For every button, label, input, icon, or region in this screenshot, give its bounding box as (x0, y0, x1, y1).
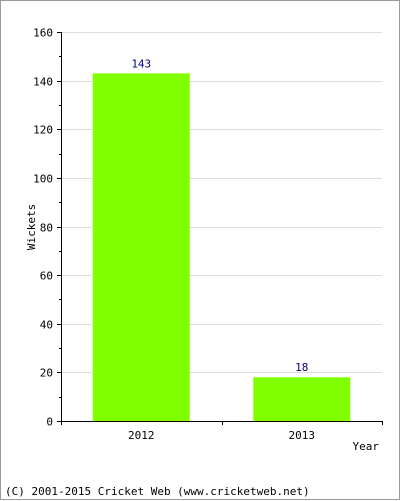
data-label-2012: 143 (131, 57, 151, 70)
x-tick-label-2013: 2013 (289, 429, 316, 442)
x-tick-label-2012: 2012 (128, 429, 155, 442)
y-tick-label: 120 (33, 124, 53, 137)
bar-2013 (253, 377, 351, 421)
y-tick-label: 100 (33, 173, 53, 186)
x-axis-ticks: 2012 2013 (61, 421, 383, 442)
y-tick-label: 60 (40, 270, 53, 283)
bar-2012 (92, 73, 190, 422)
copyright-footer: (C) 2001-2015 Cricket Web (www.cricketwe… (5, 485, 310, 498)
x-axis-title: Year (353, 440, 380, 453)
y-tick-label: 20 (40, 367, 53, 380)
y-axis-ticks: 0 20 40 60 80 100 120 140 160 (33, 27, 61, 429)
axes (61, 32, 382, 422)
bars (92, 73, 351, 422)
y-tick-label: 0 (46, 416, 53, 429)
data-labels: 143 18 (131, 57, 308, 374)
y-tick-label: 160 (33, 27, 53, 40)
y-tick-label: 80 (40, 222, 53, 235)
y-axis-title: Wickets (25, 204, 38, 250)
y-tick-label: 40 (40, 319, 53, 332)
data-label-2013: 18 (295, 361, 308, 374)
y-tick-label: 140 (33, 76, 53, 89)
